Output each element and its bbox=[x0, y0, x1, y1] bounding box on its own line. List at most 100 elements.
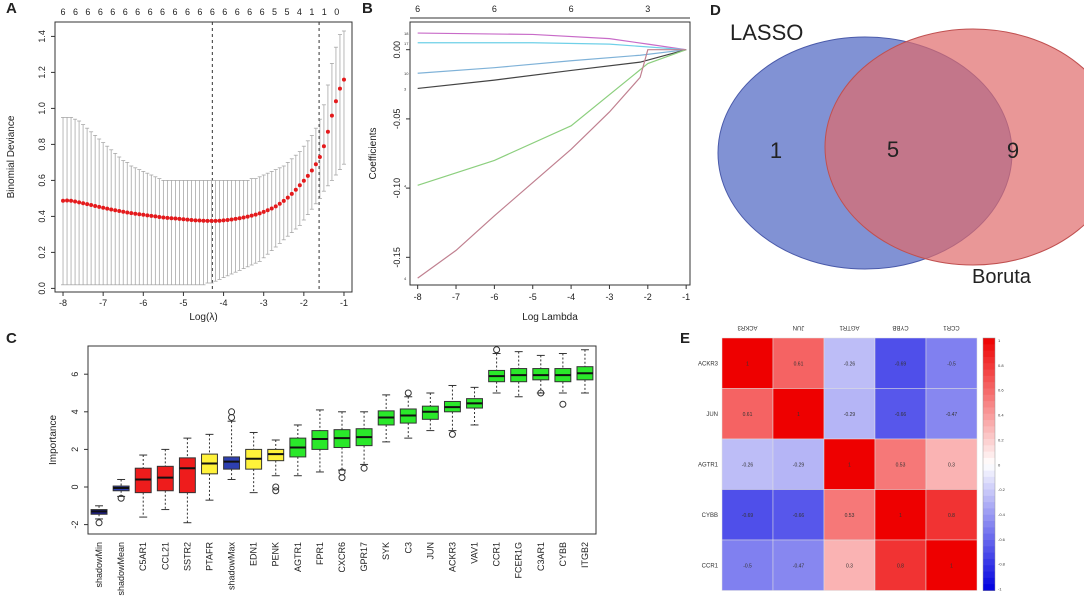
colorbar-segment bbox=[983, 546, 995, 554]
colorbar-tick-label: 0 bbox=[998, 462, 1001, 467]
top-count-label: 6 bbox=[210, 7, 215, 17]
deviance-point bbox=[313, 162, 318, 167]
deviance-point bbox=[149, 213, 154, 218]
top-count-label: 6 bbox=[235, 7, 240, 17]
deviance-point bbox=[341, 77, 346, 82]
deviance-point bbox=[77, 200, 82, 205]
heatmap-cell-value: 0.8 bbox=[897, 563, 904, 569]
deviance-point bbox=[285, 195, 290, 200]
deviance-point bbox=[217, 218, 222, 223]
deviance-point bbox=[85, 202, 90, 207]
heatmap-cell bbox=[925, 489, 978, 541]
colorbar-tick-label: 0.6 bbox=[998, 388, 1004, 393]
y-tick-label: 0.8 bbox=[37, 138, 47, 151]
heatmap-cell-value: -0.29 bbox=[844, 412, 856, 418]
deviance-point bbox=[197, 218, 202, 223]
panel-c-boxplot: -2 0 2 4 6 Importance shadowMin shadowMean C5AR1… bbox=[48, 345, 597, 596]
colorbar-tick-label: -1 bbox=[998, 587, 1002, 592]
deviance-point bbox=[281, 198, 286, 203]
heatmap-cell bbox=[823, 388, 876, 440]
top-count-label: 6 bbox=[260, 7, 265, 17]
colorbar-tick-label: -0.8 bbox=[998, 562, 1006, 567]
deviance-point bbox=[297, 183, 302, 188]
colorbar-segment bbox=[983, 363, 995, 371]
deviance-point bbox=[225, 218, 230, 222]
y-tick-label: 1.4 bbox=[37, 30, 47, 43]
colorbar-segment bbox=[983, 577, 995, 585]
y-tick-label: 0.4 bbox=[37, 210, 47, 223]
x-tick-label: -2 bbox=[300, 298, 308, 308]
coef-path-maroon bbox=[417, 49, 687, 279]
heatmap-col-label: CCR1 bbox=[943, 324, 960, 330]
coef-path-label: 10 bbox=[404, 71, 409, 76]
y-tick-label: -2 bbox=[70, 521, 80, 529]
deviance-point bbox=[161, 215, 166, 220]
box-SSTR2 bbox=[178, 457, 196, 494]
heatmap-cell bbox=[925, 539, 978, 591]
heatmap-row-label: AGTR1 bbox=[698, 462, 719, 468]
top-count-label: 6 bbox=[110, 7, 115, 17]
deviance-point bbox=[109, 207, 114, 212]
colorbar-segment bbox=[983, 521, 995, 528]
deviance-point bbox=[229, 217, 234, 222]
coef-path-steelblue bbox=[417, 49, 687, 74]
colorbar-tick-label: 0.8 bbox=[998, 363, 1004, 368]
deviance-point bbox=[157, 214, 162, 219]
category-label: PTAFR bbox=[204, 542, 214, 571]
x-tick-label: -3 bbox=[260, 298, 268, 308]
y-tick-label: 0.0 bbox=[37, 282, 47, 295]
category-label: shadowMin bbox=[94, 542, 104, 588]
heatmap-cell-value: 0.53 bbox=[845, 513, 855, 519]
colorbar-segment bbox=[983, 432, 995, 440]
top-count-label: 4 bbox=[297, 7, 302, 17]
heatmap-cell-value: -0.66 bbox=[793, 513, 805, 519]
colorbar-segment bbox=[983, 445, 995, 453]
colorbar-segment bbox=[983, 571, 995, 579]
heatmap-cell-value: -0.47 bbox=[793, 563, 805, 569]
top-count-label: 6 bbox=[185, 7, 190, 17]
colorbar-segment bbox=[983, 533, 995, 541]
heatmap-cell-value: 0.3 bbox=[948, 462, 955, 468]
deviance-point bbox=[145, 213, 150, 218]
top-count-label: 6 bbox=[85, 7, 90, 17]
heatmap-cell bbox=[823, 539, 876, 591]
heatmap-cell-value: -0.26 bbox=[844, 361, 856, 367]
heatmap-cell-value: -0.66 bbox=[895, 412, 907, 418]
colorbar-tick-label: -0.6 bbox=[998, 537, 1006, 542]
deviance-point bbox=[181, 217, 186, 222]
venn-count-lasso-only: 1 bbox=[770, 138, 782, 163]
category-label: EDN1 bbox=[249, 542, 259, 566]
deviance-point bbox=[125, 210, 130, 215]
category-label: ITGB2 bbox=[580, 542, 590, 568]
y-tick-label: -0.05 bbox=[392, 109, 402, 130]
colorbar-segment bbox=[983, 388, 995, 396]
top-count-label: 6 bbox=[197, 7, 202, 17]
x-tick-label: -7 bbox=[99, 298, 107, 308]
top-count-label: 6 bbox=[148, 7, 153, 17]
colorbar-segment bbox=[983, 426, 995, 434]
deviance-point bbox=[317, 155, 322, 159]
coef-path-green bbox=[417, 49, 687, 186]
top-count-label: 6 bbox=[61, 7, 66, 17]
deviance-point bbox=[249, 213, 254, 218]
venn-count-boruta-only: 9 bbox=[1007, 138, 1019, 163]
venn-set-boruta bbox=[824, 28, 1084, 266]
heatmap-cell-value: 1 bbox=[746, 361, 749, 367]
y-tick-label: 0.2 bbox=[37, 246, 47, 259]
x-tick-label: -5 bbox=[529, 292, 537, 302]
colorbar-segment bbox=[983, 489, 995, 497]
heatmap-row-label: JUN bbox=[706, 412, 718, 418]
heatmap-col-label: AGTR1 bbox=[839, 324, 860, 330]
heatmap-cell bbox=[925, 337, 978, 389]
top-count-label: 6 bbox=[492, 4, 497, 14]
x-tick-label: -6 bbox=[490, 292, 498, 302]
top-count-label: 6 bbox=[415, 4, 420, 14]
deviance-point bbox=[141, 212, 146, 217]
colorbar-frame bbox=[982, 337, 996, 591]
heatmap-cell-value: 1 bbox=[899, 513, 902, 519]
y-tick-label: -0.15 bbox=[392, 247, 402, 268]
heatmap-cell bbox=[874, 489, 927, 541]
outlier-point bbox=[228, 413, 236, 421]
category-label: FPR1 bbox=[315, 542, 325, 565]
panel-d-venn: LASSO Boruta 1 5 9 bbox=[717, 20, 1084, 288]
